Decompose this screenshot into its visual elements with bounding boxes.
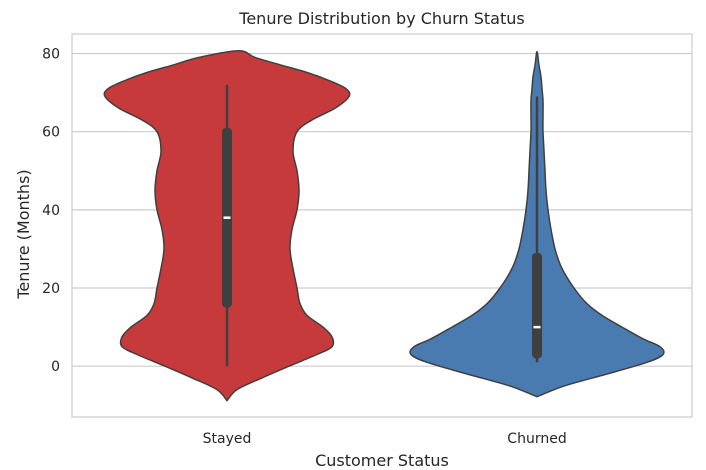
- violins: [103, 50, 665, 402]
- x-tick-label: Stayed: [203, 431, 252, 447]
- y-tick-label: 20: [42, 281, 60, 297]
- y-tick-label: 0: [51, 359, 60, 375]
- y-tick-label: 60: [42, 125, 60, 141]
- y-tick-label: 80: [42, 47, 60, 63]
- plot-frame: [71, 33, 693, 418]
- x-axis-label: Customer Status: [315, 451, 449, 470]
- chart-title: Tenure Distribution by Churn Status: [238, 9, 524, 28]
- iqr-box-churned: [532, 252, 542, 359]
- x-tick-label: Churned: [507, 431, 566, 447]
- y-tick-labels: 0 20 40 60 80: [42, 47, 60, 376]
- y-tick-label: 40: [42, 203, 60, 219]
- y-axis-label: Tenure (Months): [14, 169, 33, 299]
- x-tick-labels: Stayed Churned: [203, 431, 567, 447]
